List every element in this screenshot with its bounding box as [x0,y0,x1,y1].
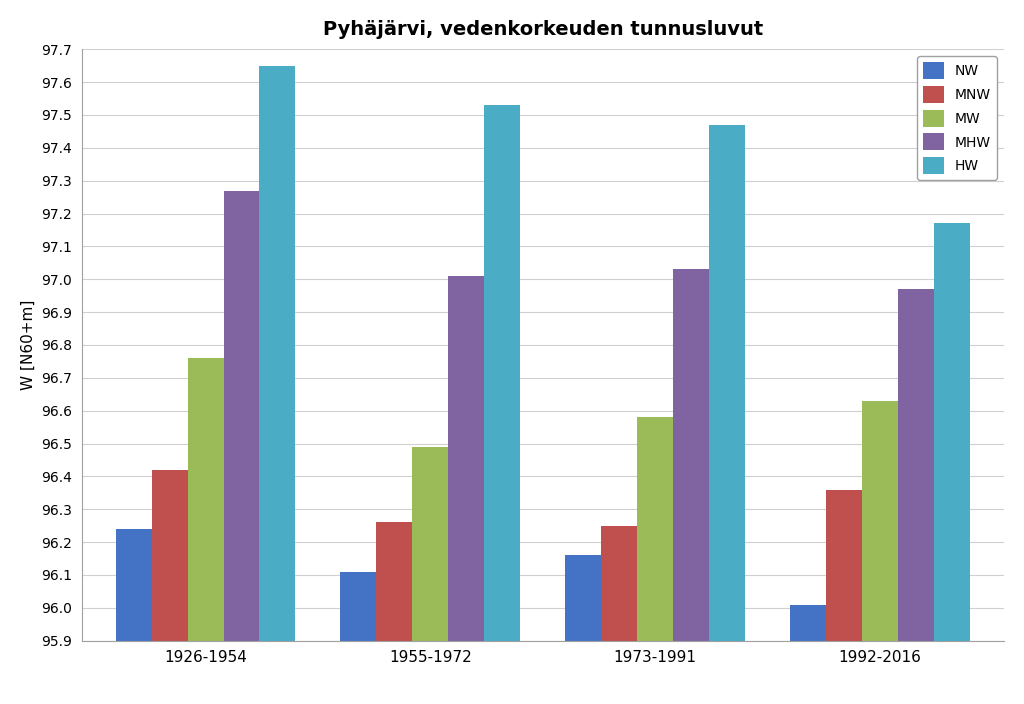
Bar [790,605,826,641]
Bar [565,555,601,641]
Bar [934,223,970,641]
Y-axis label: W [N60+m]: W [N60+m] [20,300,36,390]
Bar [116,529,152,641]
Bar [601,526,637,641]
Bar [259,65,296,641]
Bar [484,105,520,641]
Bar [862,401,898,641]
Bar [413,447,449,641]
Bar [709,125,745,641]
Bar [377,522,413,641]
Bar [673,270,709,641]
Bar [187,358,223,641]
Bar [152,470,187,641]
Bar [898,289,934,641]
Bar [637,417,673,641]
Legend: NW, MNW, MW, MHW, HW: NW, MNW, MW, MHW, HW [918,56,996,180]
Bar [826,489,862,641]
Bar [449,276,484,641]
Bar [223,191,259,641]
Bar [340,572,377,641]
Title: Pyhäjärvi, vedenkorkeuden tunnusluvut: Pyhäjärvi, vedenkorkeuden tunnusluvut [323,20,763,39]
